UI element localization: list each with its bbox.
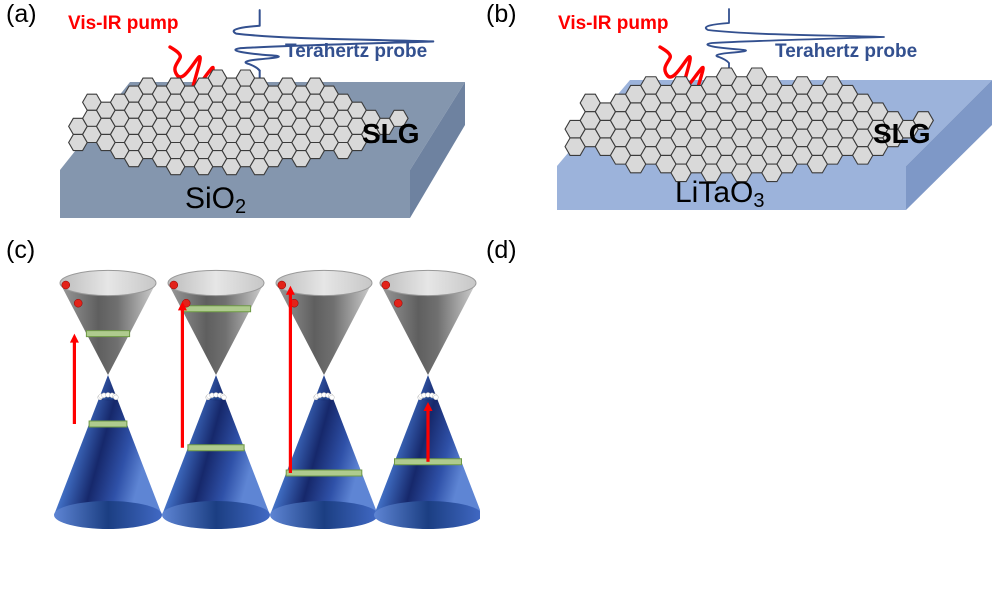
svg-text:SLG: SLG [873,118,931,149]
svg-text:Terahertz probe: Terahertz probe [775,41,917,62]
svg-text:SLG: SLG [362,118,420,149]
svg-text:Vis-IR pump: Vis-IR pump [68,13,179,34]
svg-text:Vis-IR pump: Vis-IR pump [558,13,669,34]
svg-text:LiTaO3: LiTaO3 [675,176,765,212]
